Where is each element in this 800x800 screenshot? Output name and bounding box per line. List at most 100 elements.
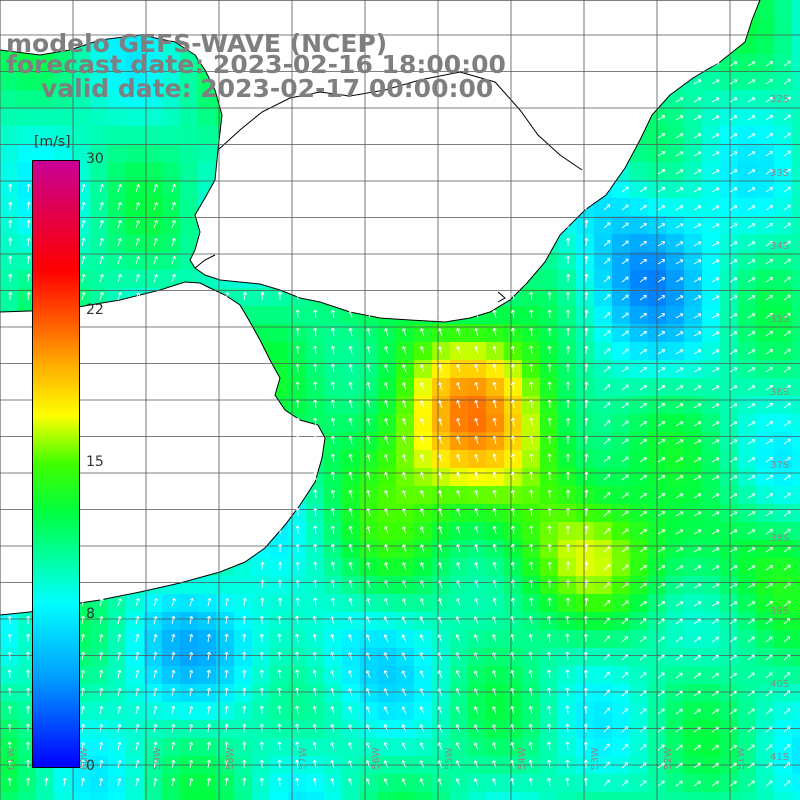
wind-vector bbox=[153, 256, 159, 265]
wind-vector bbox=[729, 529, 738, 535]
wind-vector bbox=[492, 688, 497, 697]
wind-speed-cell bbox=[72, 774, 91, 793]
wind-vector bbox=[206, 651, 212, 661]
wind-speed-cell bbox=[792, 504, 800, 523]
wind-vector bbox=[583, 723, 588, 733]
wind-vector bbox=[747, 169, 756, 175]
wind-vector bbox=[473, 706, 479, 715]
wind-speed-cell bbox=[684, 162, 703, 181]
wind-vector bbox=[99, 274, 104, 283]
wind-vector bbox=[330, 543, 336, 553]
wind-speed-cell bbox=[18, 54, 37, 73]
wind-vector bbox=[565, 237, 571, 247]
wind-vector bbox=[547, 381, 552, 391]
wind-speed-cell bbox=[198, 738, 217, 757]
wind-speed-cell bbox=[594, 306, 613, 325]
wind-vector bbox=[765, 384, 774, 391]
wind-vector bbox=[621, 762, 629, 769]
wind-vector bbox=[81, 273, 86, 283]
wind-vector bbox=[729, 133, 738, 139]
wind-speed-cell bbox=[0, 198, 19, 217]
wind-vector bbox=[80, 705, 86, 715]
wind-vector bbox=[474, 507, 479, 517]
wind-speed-cell bbox=[612, 720, 631, 739]
wind-vector bbox=[492, 489, 497, 499]
wind-vector bbox=[473, 688, 479, 697]
wind-speed-cell bbox=[576, 540, 595, 559]
wind-speed-cell bbox=[144, 720, 163, 739]
wind-vector bbox=[657, 421, 666, 427]
wind-speed-cell bbox=[90, 90, 109, 109]
wind-speed-cell bbox=[630, 684, 649, 703]
wind-speed-cell bbox=[396, 666, 415, 685]
wind-speed-cell bbox=[126, 594, 145, 613]
wind-vector bbox=[547, 435, 552, 445]
wind-vector bbox=[81, 201, 86, 211]
colorbar-tick-label: 30 bbox=[86, 151, 104, 167]
wind-vector bbox=[365, 778, 371, 787]
wind-vector bbox=[565, 453, 571, 463]
wind-vector bbox=[675, 690, 683, 697]
wind-vector bbox=[729, 780, 737, 787]
wind-speed-cell bbox=[738, 216, 757, 235]
wind-speed-cell bbox=[612, 792, 631, 800]
wind-speed-cell bbox=[234, 684, 253, 703]
wind-speed-cell bbox=[612, 648, 631, 667]
wind-vector bbox=[99, 633, 104, 643]
wind-speed-cell bbox=[180, 738, 199, 757]
wind-vector bbox=[729, 439, 738, 445]
wind-speed-cell bbox=[792, 396, 800, 415]
wind-speed-cell bbox=[720, 792, 739, 800]
wind-vector bbox=[277, 723, 282, 733]
wind-vector bbox=[747, 259, 756, 265]
wind-vector bbox=[259, 741, 265, 751]
wind-vector bbox=[657, 277, 666, 283]
valid-date: valid date: 2023-02-17 00:00:00 bbox=[41, 74, 494, 103]
latitude-label: 33S bbox=[770, 168, 789, 179]
wind-vector bbox=[693, 277, 702, 283]
wind-vector bbox=[765, 690, 773, 697]
wind-speed-cell bbox=[18, 198, 37, 217]
wind-vector bbox=[584, 381, 589, 391]
wind-vector bbox=[729, 97, 738, 103]
wind-speed-cell bbox=[738, 522, 757, 541]
wind-vector bbox=[510, 597, 516, 607]
wind-vector bbox=[383, 724, 389, 733]
wind-vector bbox=[584, 183, 589, 193]
wind-vector bbox=[492, 742, 497, 751]
wind-vector bbox=[765, 474, 774, 481]
wind-speed-cell bbox=[630, 792, 649, 800]
wind-speed-cell bbox=[216, 648, 235, 667]
wind-speed-cell bbox=[774, 522, 793, 541]
wind-speed-cell bbox=[792, 360, 800, 379]
wind-vector bbox=[765, 456, 774, 463]
wind-vector bbox=[312, 759, 317, 769]
wind-vector bbox=[783, 60, 791, 67]
wind-speed-cell bbox=[720, 774, 739, 793]
wind-vector bbox=[384, 328, 389, 337]
wind-speed-cell bbox=[594, 270, 613, 289]
wind-vector bbox=[81, 237, 86, 247]
wind-vector bbox=[729, 726, 737, 733]
wind-vector bbox=[277, 633, 282, 643]
wind-speed-cell bbox=[684, 684, 703, 703]
wind-speed-cell bbox=[684, 144, 703, 163]
wind-vector bbox=[348, 616, 353, 625]
wind-speed-cell bbox=[684, 324, 703, 343]
wind-speed-cell bbox=[630, 288, 649, 307]
wind-speed-cell bbox=[792, 630, 800, 649]
wind-vector bbox=[657, 601, 666, 607]
wind-speed-cell bbox=[594, 216, 613, 235]
wind-vector bbox=[384, 454, 389, 463]
wind-speed-cell bbox=[54, 792, 73, 800]
wind-vector bbox=[383, 688, 389, 697]
wind-vector bbox=[729, 385, 738, 391]
country-border bbox=[217, 71, 583, 171]
wind-vector bbox=[783, 456, 791, 463]
wind-vector bbox=[747, 349, 756, 355]
wind-speed-cell bbox=[108, 774, 127, 793]
wind-vector bbox=[437, 670, 443, 679]
wind-speed-cell bbox=[738, 108, 757, 127]
